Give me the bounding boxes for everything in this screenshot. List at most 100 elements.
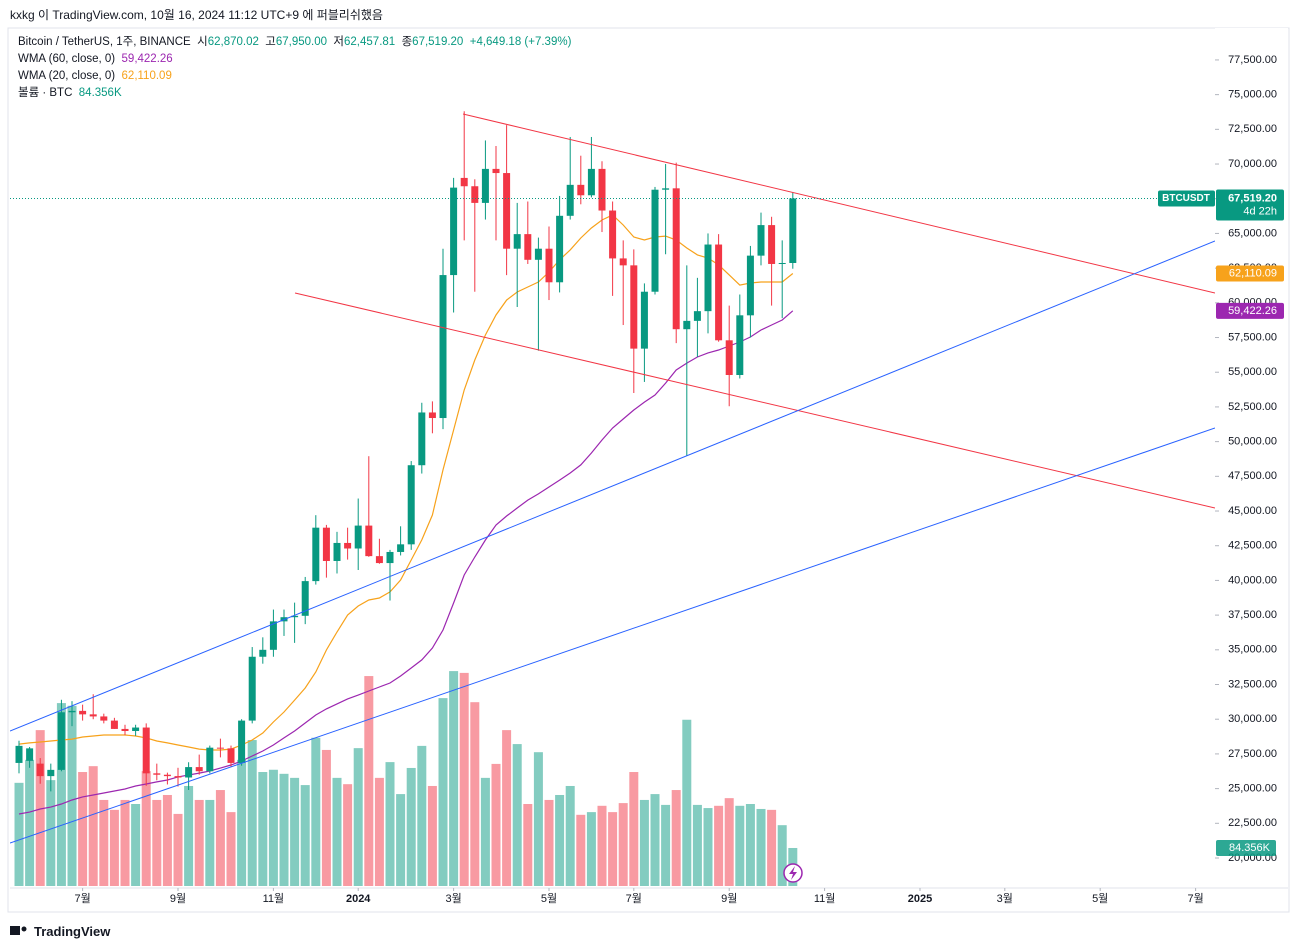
candle-body bbox=[418, 412, 426, 466]
volume-bar bbox=[544, 799, 554, 886]
candle-body bbox=[704, 244, 712, 312]
ohlc-value: 67,519.20 bbox=[412, 36, 464, 48]
axes: 20,000.0022,500.0025,000.0027,500.0030,0… bbox=[74, 28, 1288, 905]
candle-body bbox=[397, 544, 405, 552]
volume-bar bbox=[555, 794, 565, 886]
trendline bbox=[462, 113, 1215, 294]
candle-body bbox=[460, 177, 468, 187]
y-tick-label: 57,500.00 bbox=[1228, 331, 1277, 343]
volume-bar bbox=[449, 671, 459, 886]
candle-body bbox=[492, 168, 500, 174]
volume-bar bbox=[194, 799, 204, 886]
volume-bar bbox=[767, 809, 777, 886]
candle-body bbox=[609, 210, 617, 259]
volume-bar bbox=[406, 767, 416, 886]
trendline bbox=[10, 240, 1215, 732]
candle-body bbox=[375, 556, 383, 564]
candle-body bbox=[227, 748, 235, 763]
volume-bar bbox=[639, 799, 649, 886]
volume-bar bbox=[427, 785, 437, 886]
candle-body bbox=[142, 727, 150, 774]
volume-bar bbox=[67, 705, 77, 886]
candle-body bbox=[386, 551, 394, 564]
volume-bar bbox=[343, 784, 353, 886]
indicator-badge bbox=[1216, 265, 1284, 282]
candle-body bbox=[132, 727, 140, 732]
volume-bar bbox=[237, 759, 247, 886]
volume-bar bbox=[25, 759, 35, 886]
candle-body bbox=[439, 275, 447, 419]
y-tick-label: 52,500.00 bbox=[1228, 401, 1277, 413]
ohlc-label: 저 bbox=[333, 36, 345, 48]
volume-bar bbox=[777, 825, 787, 886]
y-tick-label: 30,000.00 bbox=[1228, 713, 1277, 725]
volume-badge bbox=[1216, 839, 1276, 856]
symbol-badge-label: BTCUSDT bbox=[1162, 193, 1210, 204]
volume-bar bbox=[491, 763, 501, 886]
volume-bar bbox=[385, 762, 395, 886]
candle-body bbox=[746, 255, 754, 316]
x-tick-label: 2025 bbox=[908, 893, 932, 905]
volume-bar bbox=[618, 803, 628, 886]
price-badge-label: 67,519.20 bbox=[1228, 192, 1277, 204]
volume-bar bbox=[714, 805, 724, 886]
volume-bar bbox=[735, 805, 745, 886]
volume-bar bbox=[99, 799, 109, 886]
candle-body bbox=[89, 714, 97, 717]
countdown-label: 4d 22h bbox=[1243, 205, 1277, 217]
volume-bar bbox=[120, 799, 130, 886]
candle-body bbox=[577, 184, 585, 196]
volume-bar bbox=[512, 744, 522, 886]
candle-body bbox=[619, 258, 627, 266]
volume-bar bbox=[141, 771, 151, 886]
volume-bar bbox=[78, 772, 88, 886]
candle-body bbox=[322, 527, 330, 561]
change: +4,649.18 (+7.39%) bbox=[469, 36, 572, 48]
publish-header: kxkg 이 TradingView.com, 10월 16, 2024 11:… bbox=[10, 8, 383, 22]
volume-bar bbox=[650, 794, 660, 886]
candle-body bbox=[513, 234, 521, 249]
y-tick-label: 72,500.00 bbox=[1228, 123, 1277, 135]
x-tick-label: 9월 bbox=[721, 892, 737, 905]
event-icon-bolt bbox=[789, 866, 797, 880]
volume-badge-label: 84.356K bbox=[1229, 842, 1271, 854]
volume-bar bbox=[14, 782, 24, 886]
candle-body bbox=[598, 168, 606, 211]
candle-body bbox=[174, 776, 182, 778]
volume-bar bbox=[459, 672, 469, 886]
y-tick-label: 25,000.00 bbox=[1228, 783, 1277, 795]
candle-body bbox=[153, 773, 161, 775]
candle-body bbox=[545, 248, 553, 283]
candle-body bbox=[566, 184, 574, 216]
candle-body bbox=[312, 527, 320, 582]
candle-body bbox=[450, 187, 458, 276]
candle-body bbox=[524, 234, 532, 260]
volume-bar bbox=[290, 777, 300, 886]
x-tick-label: 7월 bbox=[74, 892, 90, 905]
y-tick-label: 70,000.00 bbox=[1228, 158, 1277, 170]
volume-value: 84.356K bbox=[78, 87, 122, 99]
candle-body bbox=[736, 315, 744, 376]
legend-row: Bitcoin / TetherUS, 1주, BINANCE 시62,870.… bbox=[18, 34, 571, 51]
candle-body bbox=[100, 716, 108, 721]
candle-body bbox=[269, 621, 277, 650]
volume-name: 볼륨 · BTC bbox=[18, 87, 73, 99]
volume-bar bbox=[629, 772, 639, 886]
price-badge bbox=[1216, 189, 1284, 221]
ohlc-label: 시 bbox=[197, 36, 208, 48]
candle-body bbox=[768, 225, 776, 264]
y-tick-label: 65,000.00 bbox=[1228, 227, 1277, 239]
x-tick-label: 11월 bbox=[814, 892, 836, 905]
volume-bar bbox=[321, 749, 331, 886]
ohlc-value: 67,950.00 bbox=[275, 36, 328, 48]
y-tick-label: 45,000.00 bbox=[1228, 505, 1277, 517]
trendline bbox=[294, 292, 1215, 509]
legend: Bitcoin / TetherUS, 1주, BINANCE 시62,870.… bbox=[18, 34, 571, 102]
volume-bar bbox=[523, 804, 533, 886]
candle-body bbox=[365, 525, 373, 557]
volume-bar bbox=[671, 790, 681, 886]
candle-body bbox=[503, 173, 511, 249]
y-tick-label: 47,500.00 bbox=[1228, 470, 1277, 482]
